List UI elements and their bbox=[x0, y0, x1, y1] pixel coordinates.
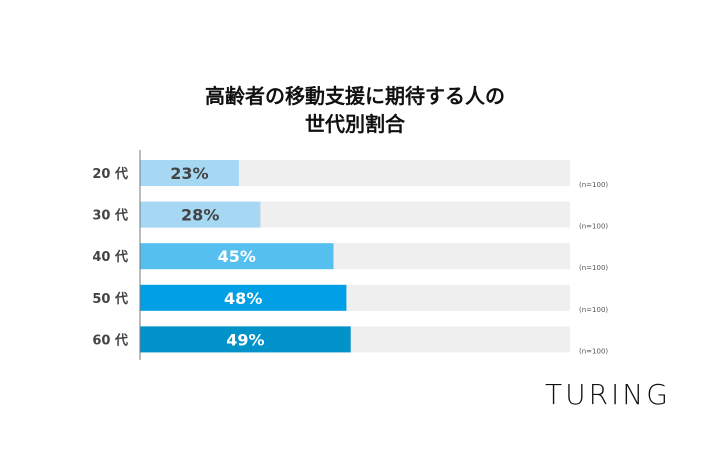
sample-size-note: (n=100) bbox=[579, 347, 608, 355]
value-label: 23% bbox=[170, 164, 208, 183]
bar bbox=[140, 160, 239, 186]
bar bbox=[140, 243, 334, 270]
value-label: 48% bbox=[224, 289, 262, 308]
chart-title-line-1: 高齢者の移動支援に期待する人の bbox=[205, 84, 505, 108]
value-label: 45% bbox=[218, 247, 256, 266]
value-label: 28% bbox=[181, 206, 219, 225]
sample-size-note: (n=100) bbox=[579, 264, 608, 272]
turing-logo: TURING bbox=[545, 378, 671, 411]
category-label: 40 代 bbox=[92, 249, 128, 265]
category-label: 50 代 bbox=[92, 291, 128, 307]
sample-size-note: (n=100) bbox=[579, 223, 608, 231]
sample-size-note: (n=100) bbox=[579, 181, 608, 189]
chart-title-line-2: 世代別割合 bbox=[305, 112, 405, 136]
bar bbox=[140, 326, 351, 353]
category-label: 30 代 bbox=[92, 208, 128, 224]
bar bbox=[140, 284, 347, 311]
category-label: 60 代 bbox=[92, 332, 128, 348]
bar bbox=[140, 201, 261, 228]
sample-size-note: (n=100) bbox=[579, 306, 608, 314]
category-label: 20 代 bbox=[92, 166, 128, 182]
value-label: 49% bbox=[226, 330, 264, 349]
